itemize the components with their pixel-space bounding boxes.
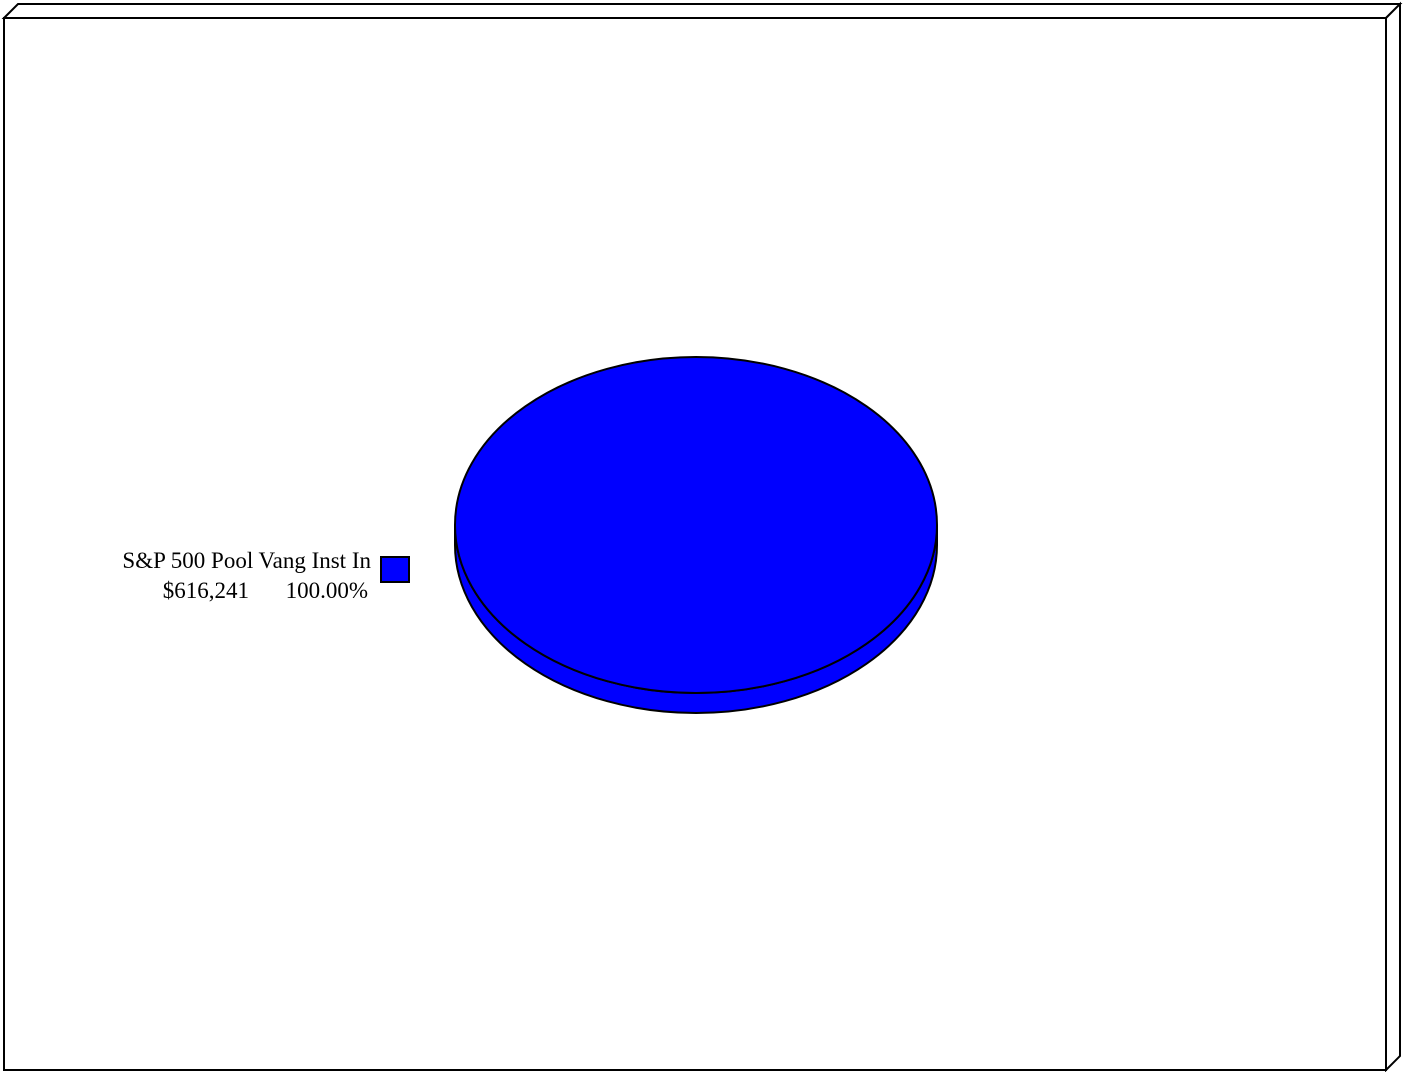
pie-slice-0 xyxy=(454,356,938,694)
legend-label-name: S&P 500 Pool Vang Inst In xyxy=(122,548,371,573)
pie-slices xyxy=(454,356,938,714)
legend-label-percent: 100.00% xyxy=(286,578,368,603)
legend-swatch xyxy=(380,556,410,583)
legend-label-value: $616,241 xyxy=(163,578,249,603)
legend: S&P 500 Pool Vang Inst In $616,241 100.0… xyxy=(122,548,410,603)
frame-right-bevel xyxy=(1385,1,1401,1072)
frame-top-bevel xyxy=(1,3,1403,19)
